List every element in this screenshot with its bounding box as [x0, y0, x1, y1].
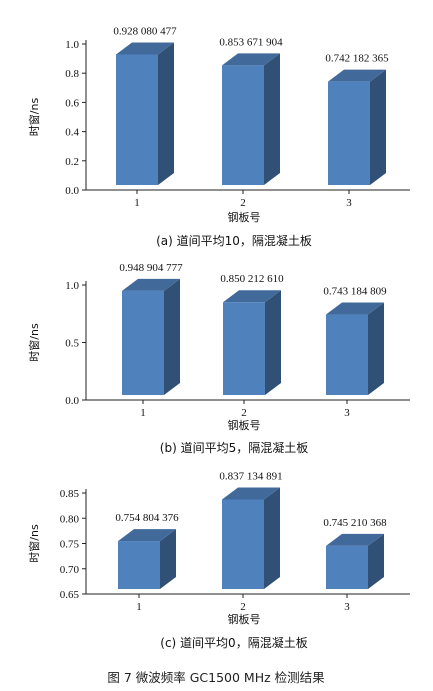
chart-caption: (c) 道间平均0，隔混凝土板 — [160, 635, 307, 650]
y-tick-label: 0.2 — [65, 156, 79, 168]
data-label: 0.948 904 777 — [119, 262, 183, 274]
y-tick-label: 1.0 — [65, 39, 79, 51]
data-label: 0.928 080 477 — [113, 26, 177, 38]
data-label: 0.850 212 610 — [220, 273, 284, 285]
y-tick-label: 1.0 — [65, 280, 79, 292]
bar-front — [326, 314, 368, 395]
chart-b: 0.0 0.5 1.0 1 0.948 904 777 2 0.850 212 610 3 0.… — [27, 262, 410, 455]
y-tick-label: 0.6 — [65, 97, 79, 109]
bar — [116, 42, 174, 186]
x-axis-title: 钢板号 — [228, 418, 261, 432]
x-tick-label: 2 — [240, 601, 246, 613]
bar — [122, 278, 180, 395]
y-tick-label: 0.75 — [60, 539, 80, 551]
y-tick-label: 0.80 — [60, 513, 80, 525]
bar — [326, 302, 384, 395]
x-tick-label: 3 — [344, 601, 350, 613]
data-label: 0.853 671 904 — [219, 36, 283, 48]
y-tick-label: 0.70 — [60, 564, 80, 576]
bar-top — [223, 290, 281, 303]
bar — [222, 53, 280, 185]
bar-top — [116, 42, 174, 55]
y-tick-label: 0.8 — [65, 68, 79, 80]
bar-side — [265, 290, 281, 395]
figure-caption: 图 7 微波频率 GC1500 MHz 检测结果 — [107, 670, 325, 685]
bar-front — [326, 545, 368, 589]
chart-caption: (a) 道间平均10，隔混凝土板 — [156, 233, 312, 248]
bar-side — [264, 53, 280, 185]
bar-front — [223, 302, 265, 395]
bar-front — [116, 54, 158, 186]
bar-front — [222, 499, 264, 589]
bar-top — [328, 69, 386, 82]
y-tick-label: 0.0 — [65, 395, 79, 407]
y-axis-title: 时窗/ns — [27, 98, 41, 137]
bar-front — [222, 65, 264, 185]
bar-side — [158, 42, 174, 186]
bar-side — [164, 278, 180, 395]
data-label: 0.745 210 368 — [323, 517, 387, 529]
data-label: 0.742 182 365 — [325, 53, 389, 65]
x-tick-label: 1 — [136, 601, 142, 613]
x-tick-label: 2 — [241, 407, 247, 419]
chart-a: 0.0 0.2 0.4 0.6 0.8 1.0 1 0.928 080 477 2 0.853 6… — [27, 26, 410, 248]
bar-top — [222, 487, 280, 500]
bar — [223, 290, 281, 395]
bar-top — [326, 533, 384, 546]
bar-side — [368, 302, 384, 395]
bar-side — [160, 529, 176, 589]
y-tick-label: 0.4 — [65, 127, 79, 139]
data-label: 0.754 804 376 — [115, 512, 179, 524]
bar-top — [122, 278, 180, 291]
bar-side — [264, 487, 280, 589]
x-tick-label: 2 — [240, 197, 246, 209]
y-tick-label: 0.0 — [65, 185, 79, 197]
bar-side — [370, 69, 386, 185]
bar-top — [326, 302, 384, 315]
x-tick-label: 3 — [346, 197, 352, 209]
y-axis-title: 时窗/ns — [27, 323, 41, 362]
bar — [118, 529, 176, 589]
x-axis-title: 钢板号 — [228, 612, 261, 626]
bar — [326, 533, 384, 589]
y-tick-label: 0.85 — [60, 488, 80, 500]
bar-front — [328, 81, 370, 185]
x-axis-title: 钢板号 — [228, 210, 261, 224]
y-tick-label: 0.65 — [60, 589, 80, 601]
bar — [222, 487, 280, 589]
bar-top — [222, 53, 280, 66]
bar-side — [368, 533, 384, 589]
x-tick-label: 3 — [344, 407, 350, 419]
chart-caption: (b) 道间平均5，隔混凝土板 — [160, 440, 308, 455]
data-label: 0.837 134 891 — [219, 470, 282, 482]
y-tick-label: 0.5 — [65, 338, 79, 350]
data-label: 0.743 184 809 — [323, 286, 387, 298]
y-axis-title: 时窗/ns — [27, 524, 41, 563]
bar — [328, 69, 386, 185]
bar-front — [122, 290, 164, 395]
chart-c: 0.65 0.70 0.75 0.80 0.85 1 0.754 804 376 2 0.837… — [27, 470, 410, 650]
x-tick-label: 1 — [140, 407, 146, 419]
bar-top — [118, 529, 176, 542]
bar-front — [118, 541, 160, 589]
x-tick-label: 1 — [134, 197, 140, 209]
